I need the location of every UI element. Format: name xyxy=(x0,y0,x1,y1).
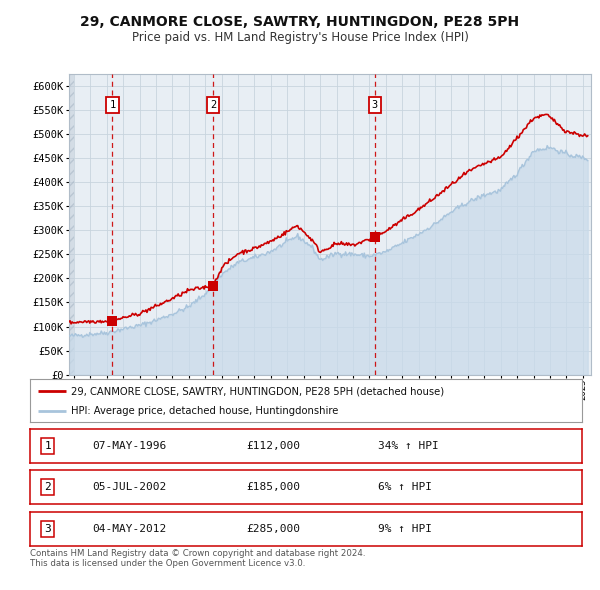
Text: Price paid vs. HM Land Registry's House Price Index (HPI): Price paid vs. HM Land Registry's House … xyxy=(131,31,469,44)
Text: HPI: Average price, detached house, Huntingdonshire: HPI: Average price, detached house, Hunt… xyxy=(71,407,339,416)
Text: £285,000: £285,000 xyxy=(246,524,300,533)
Text: £185,000: £185,000 xyxy=(246,483,300,492)
Text: 2: 2 xyxy=(44,483,51,492)
Text: 9% ↑ HPI: 9% ↑ HPI xyxy=(378,524,432,533)
Text: 04-MAY-2012: 04-MAY-2012 xyxy=(92,524,166,533)
Text: £112,000: £112,000 xyxy=(246,441,300,451)
Text: Contains HM Land Registry data © Crown copyright and database right 2024.
This d: Contains HM Land Registry data © Crown c… xyxy=(30,549,365,568)
Text: 2: 2 xyxy=(211,100,217,110)
Text: 1: 1 xyxy=(44,441,51,451)
Text: 05-JUL-2002: 05-JUL-2002 xyxy=(92,483,166,492)
Text: 29, CANMORE CLOSE, SAWTRY, HUNTINGDON, PE28 5PH: 29, CANMORE CLOSE, SAWTRY, HUNTINGDON, P… xyxy=(80,15,520,29)
Text: 3: 3 xyxy=(371,100,378,110)
Text: 29, CANMORE CLOSE, SAWTRY, HUNTINGDON, PE28 5PH (detached house): 29, CANMORE CLOSE, SAWTRY, HUNTINGDON, P… xyxy=(71,386,445,396)
Text: 6% ↑ HPI: 6% ↑ HPI xyxy=(378,483,432,492)
Text: 3: 3 xyxy=(44,524,51,533)
Bar xyxy=(69,74,74,375)
Text: 07-MAY-1996: 07-MAY-1996 xyxy=(92,441,166,451)
Text: 34% ↑ HPI: 34% ↑ HPI xyxy=(378,441,439,451)
Text: 1: 1 xyxy=(109,100,116,110)
